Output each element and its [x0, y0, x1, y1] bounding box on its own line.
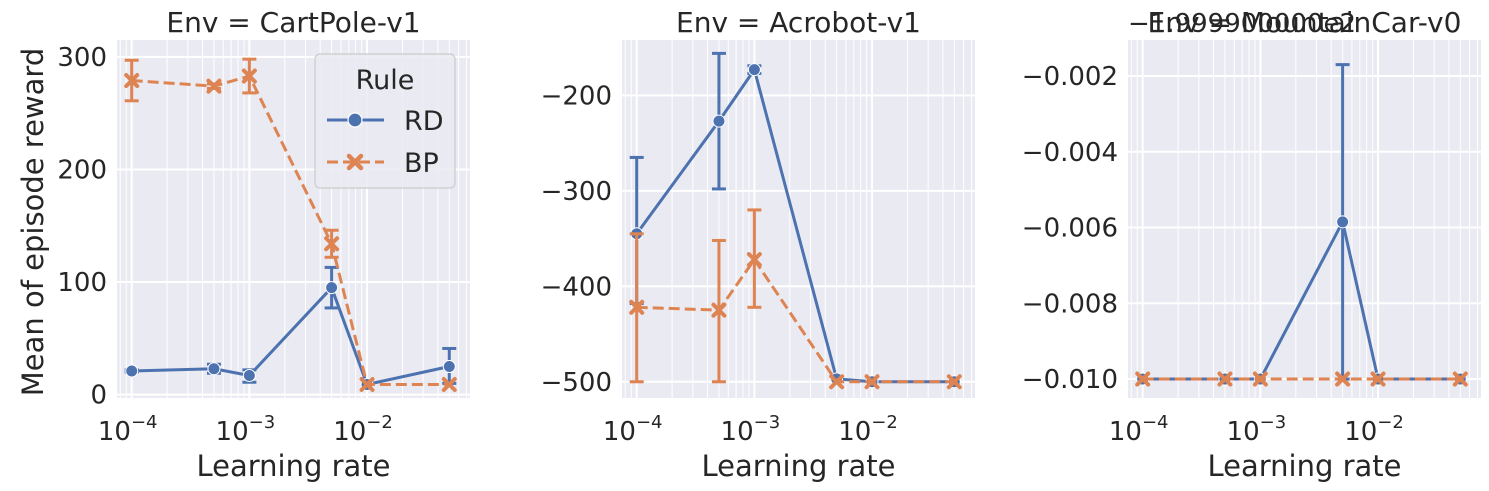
data-point-bp [946, 374, 962, 390]
data-point-bp [829, 374, 845, 390]
series-line-bp [636, 258, 955, 384]
data-point-bp [864, 374, 880, 390]
data-point-bp [324, 236, 340, 252]
x-tick-label: 10−4 [603, 412, 663, 447]
legend-rd-label: RD [404, 106, 444, 137]
panel-title: Env = CartPole-v1 [166, 6, 420, 39]
legend-rd-marker [347, 112, 363, 128]
panel-title: Env = MountainCar-v0 [1148, 6, 1462, 39]
y-tick-label: −300 [541, 177, 612, 207]
legend-title: Rule [356, 65, 415, 96]
y-tick-label: 300 [57, 43, 107, 73]
y-axis-label: Mean of episode reward [16, 48, 50, 396]
x-axis-label: Learning rate [701, 449, 895, 483]
x-axis-label: Learning rate [196, 449, 390, 483]
y-tick-label: 200 [57, 155, 107, 185]
data-point-rd [747, 63, 761, 77]
y-tick-label: −0.006 [1022, 214, 1118, 244]
x-tick-label: 10−2 [1344, 412, 1404, 447]
data-point-rd [712, 114, 726, 128]
y-tick-label: −0.002 [1022, 62, 1118, 92]
data-point-rd [242, 368, 256, 382]
data-point-bp [206, 78, 222, 94]
data-point-bp [1452, 371, 1468, 387]
x-tick-label: 10−2 [838, 412, 898, 447]
data-point-rd [1336, 215, 1350, 229]
y-tick-label: 100 [57, 268, 107, 298]
data-point-bp [711, 302, 727, 318]
plot-area [622, 40, 975, 398]
y-tick-label: −0.008 [1022, 289, 1118, 319]
x-tick-label: 10−3 [216, 412, 276, 447]
data-point-bp [629, 299, 645, 315]
data-point-rd [207, 362, 221, 376]
data-point-bp [124, 73, 140, 89]
data-point-bp [1135, 371, 1151, 387]
x-tick-label: 10−4 [98, 412, 158, 447]
plot-area [1128, 40, 1481, 398]
y-tick-label: −200 [541, 81, 612, 111]
data-point-rd [325, 281, 339, 295]
y-tick-label: −0.010 [1022, 365, 1118, 395]
y-tick-label: −0.004 [1022, 138, 1118, 168]
legend-bp-label: BP [404, 148, 439, 179]
x-axis-label: Learning rate [1207, 449, 1401, 483]
x-tick-label: 10−2 [333, 412, 393, 447]
data-point-rd [125, 364, 139, 378]
panel-title: Env = Acrobot-v1 [676, 6, 921, 39]
x-tick-label: 10−3 [721, 412, 781, 447]
data-point-bp [359, 376, 375, 392]
x-tick-label: 10−3 [1227, 412, 1287, 447]
x-tick-label: 10−4 [1109, 412, 1169, 447]
data-point-bp [746, 252, 762, 268]
y-offset-label: −1.999900000e2 [1128, 9, 1356, 39]
data-point-bp [1252, 371, 1268, 387]
legend: Rule RD BP [314, 53, 456, 189]
data-point-bp [241, 68, 257, 84]
panel-mountaincar: 10−4 10−3 10−2 −0.010 −0.008 −0.006 −0.004 −0.0… [1022, 6, 1481, 483]
y-tick-label: −500 [541, 368, 612, 398]
data-point-bp [1217, 371, 1233, 387]
series-line-rd [131, 286, 450, 386]
panel-acrobot: 10−4 10−3 10−2 −500 −400 −300 −200 Env = Acrobo… [541, 6, 975, 483]
series-line-bp [131, 74, 450, 386]
legend-bp-marker [346, 153, 364, 171]
y-tick-label: 0 [90, 381, 107, 411]
data-point-bp [1370, 371, 1386, 387]
data-point-bp [1335, 371, 1351, 387]
data-point-rd [442, 359, 456, 373]
y-tick-label: −400 [541, 272, 612, 302]
data-point-bp [441, 376, 457, 392]
